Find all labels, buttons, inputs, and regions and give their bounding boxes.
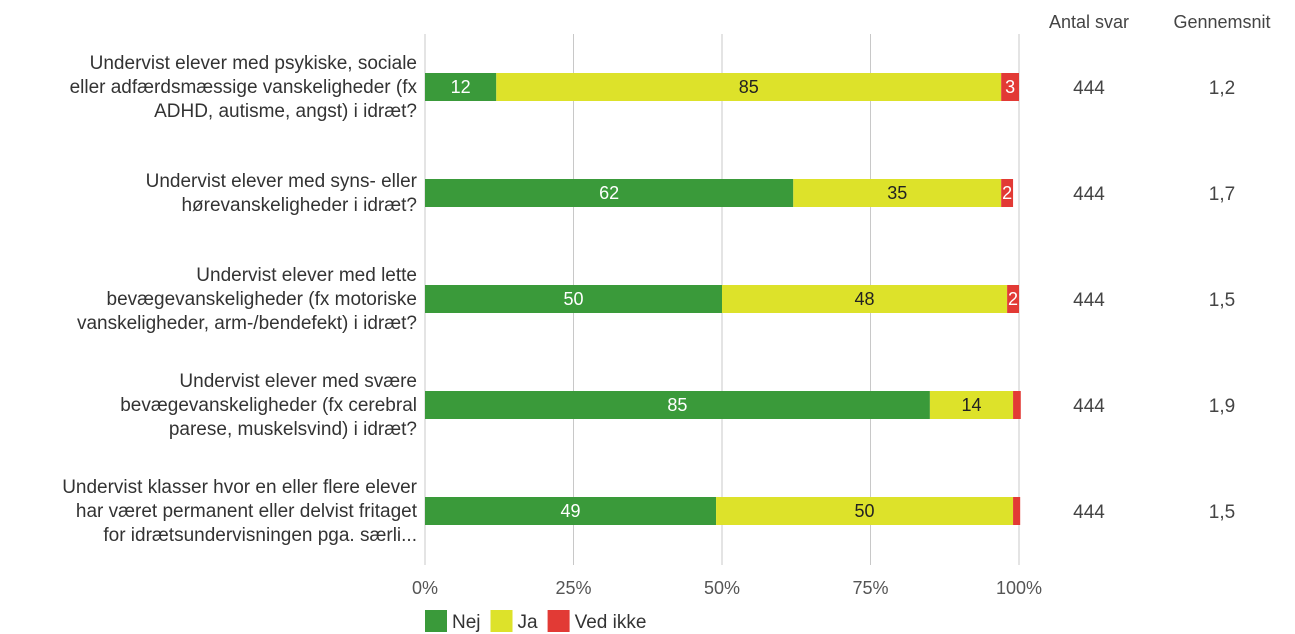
column-header: Gennemsnit <box>1173 12 1270 32</box>
category-label-line: Undervist elever med syns- eller <box>146 171 418 192</box>
x-tick-label: 100% <box>996 578 1042 598</box>
category-label-line: for idrætsundervisningen pga. særli... <box>103 525 417 546</box>
category-labels: Undervist elever med psykiske, sociale el… <box>62 53 418 546</box>
column-value: 1,7 <box>1209 184 1235 205</box>
bar-segment-ja <box>716 497 1014 525</box>
x-tick-label: 75% <box>852 578 888 598</box>
bar-segment-ved-ikke <box>1001 73 1019 101</box>
category-label-line: har været permanent eller delvist fritag… <box>76 501 418 522</box>
category-label-line: bevægevanskeligheder (fx motoriske <box>107 289 418 310</box>
column-value: 1,5 <box>1209 502 1235 523</box>
column-value: 1,5 <box>1209 290 1235 311</box>
bar-segment-ja <box>793 179 1002 207</box>
category-label-line: Undervist klasser hvor en eller flere el… <box>62 477 417 498</box>
legend-swatch <box>490 610 513 632</box>
data-label: 62 <box>599 183 619 203</box>
legend-swatch <box>547 610 570 632</box>
bar-segment-ved-ikke <box>1001 179 1014 207</box>
x-tick-label: 25% <box>555 578 591 598</box>
bar-segment-ved-ikke <box>1013 391 1021 419</box>
category-label-line: Undervist elever med svære <box>179 371 417 392</box>
data-label: 14 <box>961 395 981 415</box>
data-label: 2 <box>1002 183 1012 203</box>
data-label: 48 <box>855 289 875 309</box>
data-label: 85 <box>667 395 687 415</box>
bar-segment-nej <box>425 497 717 525</box>
bar-segment-ved-ikke <box>1007 285 1019 313</box>
column-value: 1,2 <box>1209 78 1235 99</box>
data-label: 50 <box>563 289 583 309</box>
legend-swatch <box>425 610 447 632</box>
legend: Nej Ja Ved ikke <box>425 610 646 633</box>
x-tick-label: 50% <box>704 578 740 598</box>
data-label: 85 <box>739 77 759 97</box>
category-label-line: eller adfærdsmæssige vanskeligheder (fx <box>70 77 418 98</box>
data-label: 50 <box>855 501 875 521</box>
summary-columns: Antal svar 444 444 444 444 444 Gennemsnit 1,2 1,… <box>1049 12 1271 523</box>
category-label-line: parese, muskelsvind) i idræt? <box>169 419 417 440</box>
bar-segment-ja <box>722 285 1008 313</box>
column-header: Antal svar <box>1049 12 1129 32</box>
data-label: 49 <box>561 501 581 521</box>
bar-segment-ja <box>929 391 1014 419</box>
bar-segment-nej <box>425 179 794 207</box>
category-label-line: hørevanskeligheder i idræt? <box>181 195 417 216</box>
legend-label: Ja <box>518 612 539 633</box>
data-label: 2 <box>1008 289 1018 309</box>
column-value: 444 <box>1073 78 1105 99</box>
x-tick-label: 0% <box>412 578 438 598</box>
bars: 12 85 3 62 35 2 50 48 2 85 14 49 50 <box>425 73 1021 525</box>
legend-label: Ved ikke <box>575 612 647 633</box>
column-value: 444 <box>1073 396 1105 417</box>
bar-segment-nej <box>425 285 722 313</box>
data-label: 3 <box>1005 77 1015 97</box>
category-label-line: Undervist elever med lette <box>196 265 417 286</box>
legend-label: Nej <box>452 612 481 633</box>
category-label-line: bevægevanskeligheder (fx cerebral <box>120 395 417 416</box>
category-label-line: ADHD, autisme, angst) i idræt? <box>154 101 417 122</box>
bar-segment-ved-ikke <box>1013 497 1021 525</box>
category-label-line: vanskeligheder, arm-/bendefekt) i idræt? <box>77 313 417 334</box>
data-label: 12 <box>451 77 471 97</box>
data-label: 35 <box>887 183 907 203</box>
category-label-line: Undervist elever med psykiske, sociale <box>90 53 417 74</box>
bar-segment-ja <box>496 73 1002 101</box>
column-value: 1,9 <box>1209 396 1235 417</box>
bar-segment-nej <box>425 73 497 101</box>
column-value: 444 <box>1073 502 1105 523</box>
x-axis-ticks: 0% 25% 50% 75% 100% <box>412 578 1042 598</box>
column-value: 444 <box>1073 184 1105 205</box>
column-value: 444 <box>1073 290 1105 311</box>
bar-segment-nej <box>425 391 930 419</box>
